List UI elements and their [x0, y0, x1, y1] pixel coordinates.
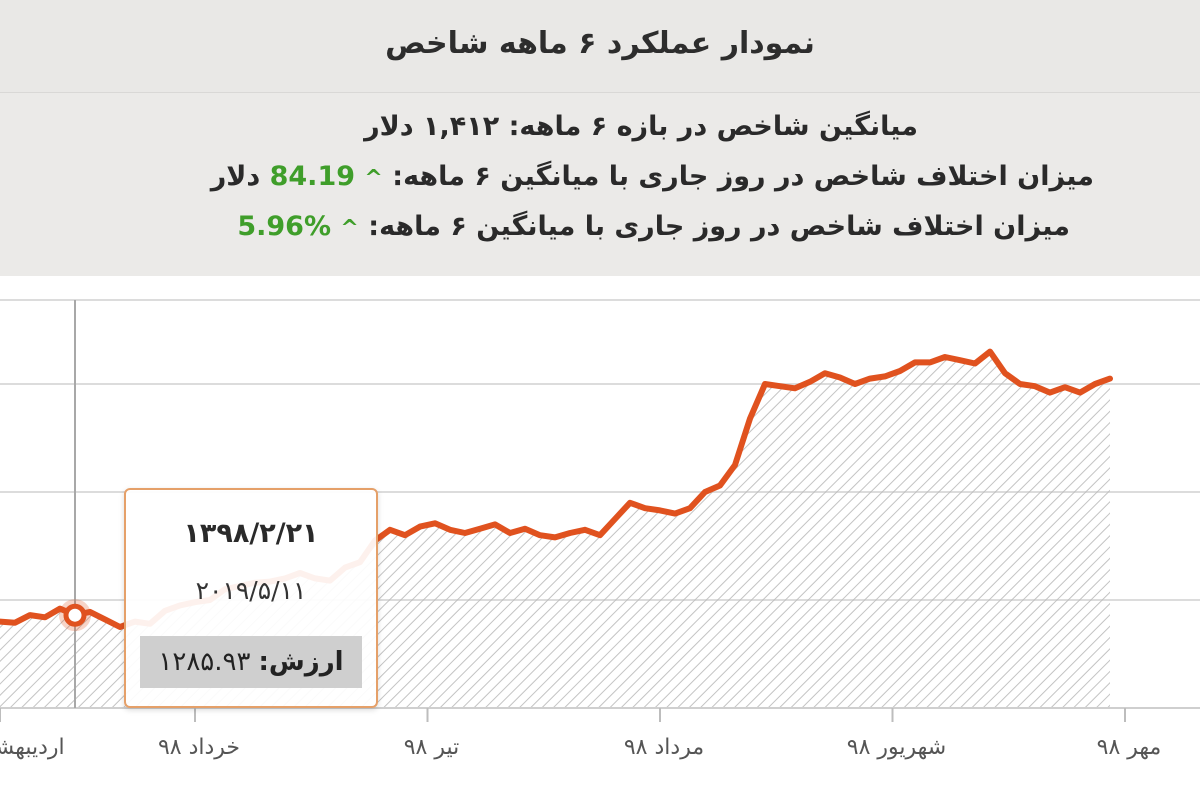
value-tooltip: ۱۳۹۸/۲/۲۱ ۲۰۱۹/۵/۱۱ ارزش: ۱۲۸۵.۹۳ [124, 488, 378, 708]
chart-title-bar: نمودار عملکرد ۶ ماهه شاخص [0, 0, 1200, 93]
x-tick-label: خرداد ۹۸ [158, 735, 240, 760]
summary-difference-dollar: میزان اختلاف شاخص در روز جاری با میانگین… [211, 161, 1094, 192]
highlight-marker[interactable] [59, 300, 91, 708]
x-axis: اردیبهشت ۹۸ خرداد ۹۸ تیر ۹۸ مرداد ۹۸ شهریور … [0, 707, 1200, 760]
summary-difference-percent-value: %5.96 [237, 211, 332, 242]
summary-difference-dollar-value: 84.19 [269, 161, 356, 192]
summary-average-text: میانگین شاخص در بازه ۶ ماهه: ۱,۴۱۲ دلار [364, 111, 918, 142]
arrow-up-icon: ^ [340, 216, 359, 241]
tooltip-value: ۱۲۸۵.۹۳ [158, 647, 251, 677]
x-tick-label: تیر ۹۸ [404, 735, 460, 760]
tooltip-value-label: ارزش: [258, 647, 344, 677]
summary-panel: میانگین شاخص در بازه ۶ ماهه: ۱,۴۱۲ دلار … [0, 93, 1200, 276]
tooltip-value-box: ارزش: ۱۲۸۵.۹۳ [140, 636, 362, 688]
chart-title: نمودار عملکرد ۶ ماهه شاخص [385, 26, 815, 61]
tooltip-persian-date: ۱۳۹۸/۲/۲۱ [183, 518, 319, 549]
summary-difference-dollar-unit: دلار [210, 161, 261, 192]
arrow-up-icon: ^ [364, 166, 383, 191]
summary-difference-percent-text: میزان اختلاف شاخص در روز جاری با میانگین… [368, 211, 1070, 242]
highlight-point[interactable] [63, 603, 87, 627]
x-tick-label: مهر ۹۸ [1097, 735, 1162, 760]
x-tick-label: مرداد ۹۸ [624, 735, 704, 760]
tooltip-gregorian-date: ۲۰۱۹/۵/۱۱ [195, 576, 307, 605]
x-tick-label: شهریور ۹۸ [847, 735, 946, 760]
summary-difference-dollar-text: میزان اختلاف شاخص در روز جاری با میانگین… [392, 161, 1094, 192]
x-tick-label: اردیبهشت ۹۸ [0, 735, 65, 760]
summary-difference-percent: میزان اختلاف شاخص در روز جاری با میانگین… [237, 211, 1070, 242]
summary-average: میانگین شاخص در بازه ۶ ماهه: ۱,۴۱۲ دلار [364, 111, 918, 142]
